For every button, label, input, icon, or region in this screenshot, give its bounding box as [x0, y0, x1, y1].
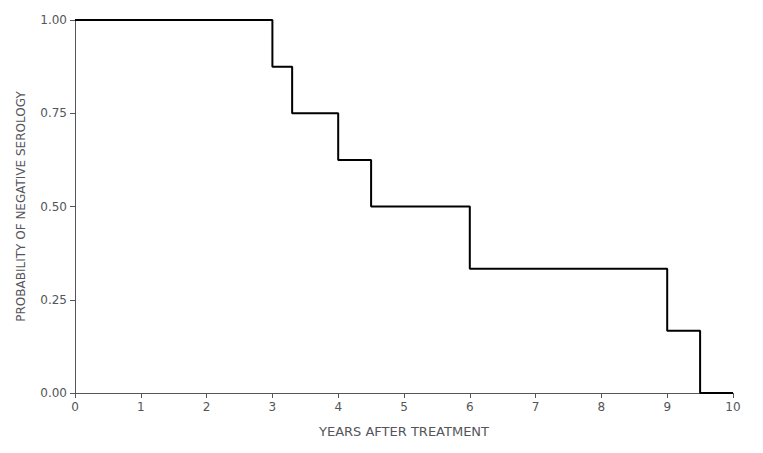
svg-text:6: 6 [466, 400, 474, 414]
svg-text:1.00: 1.00 [40, 13, 67, 27]
svg-text:0.50: 0.50 [40, 200, 67, 214]
svg-text:7: 7 [532, 400, 540, 414]
svg-text:8: 8 [598, 400, 606, 414]
svg-text:2: 2 [203, 400, 211, 414]
svg-text:PROBABILITY OF NEGATIVE SEROLO: PROBABILITY OF NEGATIVE SEROLOGY [14, 91, 28, 322]
svg-text:5: 5 [400, 400, 408, 414]
svg-text:0.25: 0.25 [40, 293, 67, 307]
svg-text:4: 4 [334, 400, 342, 414]
svg-text:0.75: 0.75 [40, 106, 67, 120]
svg-text:3: 3 [269, 400, 277, 414]
svg-text:10: 10 [725, 400, 740, 414]
svg-text:9: 9 [663, 400, 671, 414]
svg-text:0.00: 0.00 [40, 386, 67, 400]
svg-text:YEARS AFTER TREATMENT: YEARS AFTER TREATMENT [318, 424, 489, 439]
svg-text:1: 1 [137, 400, 145, 414]
svg-text:0: 0 [71, 400, 79, 414]
